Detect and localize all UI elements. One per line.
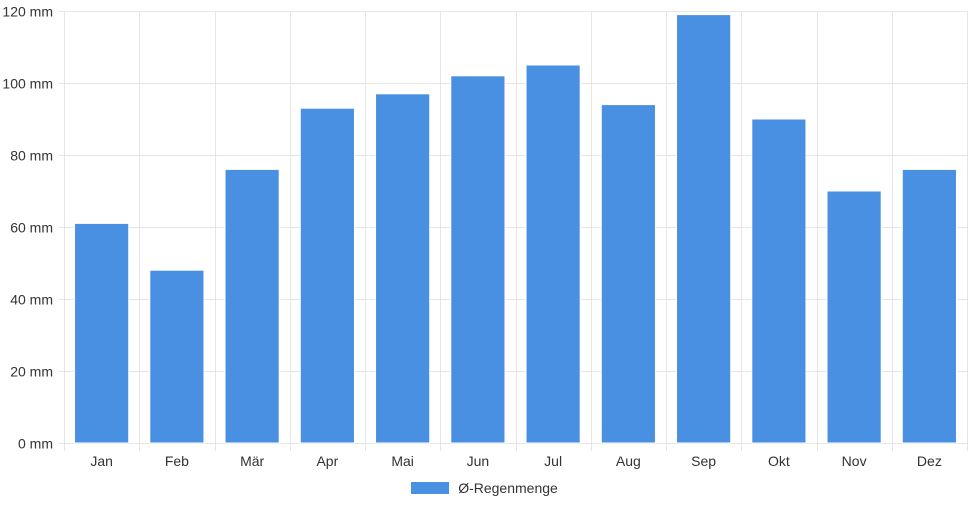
bar-nov[interactable] [826,190,882,444]
bar-mär[interactable] [224,168,280,444]
x-tick-label: Feb [165,453,189,469]
legend-label[interactable]: Ø-Regenmenge [458,480,558,496]
bar-aug[interactable] [600,104,656,444]
bar-apr[interactable] [299,107,355,444]
bar-feb[interactable] [149,269,205,444]
y-tick-label: 80 mm [10,148,53,164]
x-tick-label: Mär [240,453,264,469]
bar-jun[interactable] [450,75,506,444]
legend-swatch[interactable] [410,481,451,495]
bar-sep[interactable] [676,14,732,444]
y-tick-label: 0 mm [18,436,53,452]
bar-dez[interactable] [901,168,957,444]
grid-lines [58,11,968,451]
bar-okt[interactable] [751,118,807,444]
y-tick-label: 120 mm [2,4,53,20]
bar-jan[interactable] [74,222,130,444]
x-tick-label: Apr [316,453,338,469]
y-tick-label: 40 mm [10,292,53,308]
chart-legend[interactable]: Ø-Regenmenge [0,479,968,497]
x-tick-label: Aug [616,453,641,469]
x-tick-label: Sep [691,453,716,469]
y-tick-label: 20 mm [10,364,53,380]
x-tick-label: Jan [90,453,113,469]
bars [74,14,957,444]
x-tick-label: Jul [544,453,562,469]
x-tick-label: Mai [391,453,414,469]
bar-jul[interactable] [525,64,581,444]
x-tick-label: Nov [842,453,867,469]
axes: 0 mm 20 mm 40 mm 60 mm 80 mm 100 mm 120 mm Jan F… [2,4,941,470]
y-tick-label: 60 mm [10,220,53,236]
bar-chart: 0 mm 20 mm 40 mm 60 mm 80 mm 100 mm 120 mm Jan F… [2,4,968,470]
x-tick-label: Dez [917,453,942,469]
x-tick-label: Jun [467,453,490,469]
x-tick-label: Okt [768,453,790,469]
y-tick-label: 100 mm [2,76,53,92]
bar-mai[interactable] [375,93,431,444]
